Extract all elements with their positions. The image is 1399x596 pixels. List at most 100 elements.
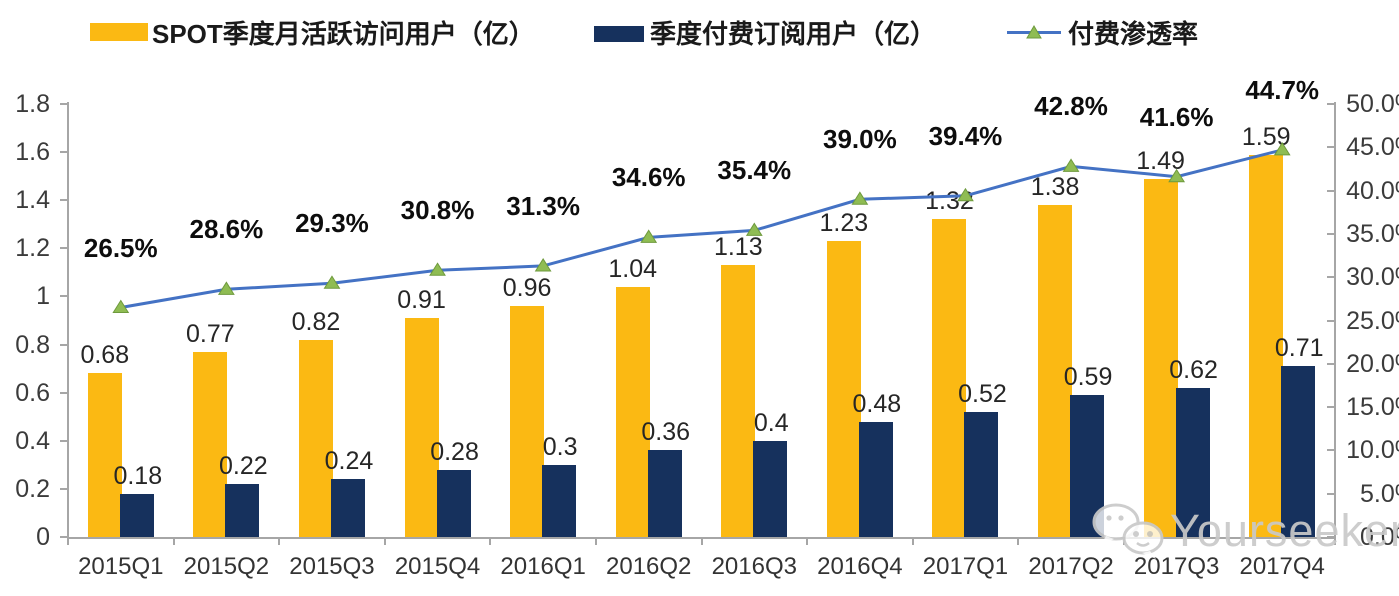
right-axis-tick-label: 5.0% [1360,479,1399,508]
penetration-point-label: 42.8% [1034,91,1108,122]
mau-bar-value-label: 0.91 [397,286,446,315]
x-axis-tick [1228,537,1231,545]
subs-bar [964,411,999,537]
penetration-point-label: 31.3% [506,190,580,221]
x-axis-category-label: 2017Q3 [1133,553,1220,580]
right-axis-tick-label: 35.0% [1346,219,1399,248]
x-axis-tick [172,537,175,545]
right-axis-tick-label: 15.0% [1346,393,1399,422]
subs-bar [1175,387,1210,537]
right-axis-tick [1327,449,1335,452]
right-axis-tick [1327,232,1335,235]
x-axis-tick [911,537,914,545]
penetration-point-label: 39.4% [928,120,1003,151]
penetration-marker-icon [112,299,130,314]
penetration-marker-icon [534,257,552,272]
left-axis-tick [60,391,68,394]
x-axis-category-label: 2016Q3 [711,553,797,580]
penetration-point-label: 35.4% [717,155,792,186]
left-axis-tick-label: 1.4 [15,186,50,215]
mau-legend-swatch [90,23,148,41]
right-axis-line [1334,102,1336,539]
x-axis-category-label: 2015Q2 [183,553,270,580]
mau-bar-value-label: 1.23 [819,209,869,238]
watermark: Yourseeker [1088,500,1399,562]
left-axis-tick-label: 1 [36,282,50,311]
mau-bar-value-label: 1.32 [925,187,974,216]
x-axis-category-label: 2017Q1 [922,553,1009,580]
right-axis-tick-label: 0.0% [1360,523,1399,551]
mau-bar [510,306,545,537]
right-axis-tick [1327,536,1335,538]
penetration-marker-icon [851,191,869,205]
subs-bar [858,421,893,537]
subs-bar [436,469,471,537]
subs-bar [753,440,788,537]
subs-bar-value-label: 0.36 [641,418,691,447]
x-axis-category-label: 2017Q2 [1028,553,1114,580]
right-axis-tick-label: 10.0% [1346,436,1399,465]
mau-bar-value-label: 0.96 [502,274,552,303]
left-axis-tick-label: 0.4 [15,426,50,455]
subs-bar-value-label: 0.28 [430,437,479,466]
subs-bar-value-label: 0.3 [542,432,578,461]
x-axis-tick [1334,537,1336,545]
x-axis-category-label: 2015Q1 [78,553,164,580]
x-axis-category-label: 2016Q2 [606,553,692,580]
x-axis-category-label: 2016Q1 [500,553,586,580]
penetration-marker-icon [1062,158,1080,172]
mau-bar-value-label: 1.13 [713,233,763,262]
subs-bar [1281,366,1316,537]
left-axis-tick [60,151,68,154]
penetration-point-label: 44.7% [1245,74,1320,105]
left-axis-tick [60,103,68,105]
right-axis-tick [1327,362,1335,365]
left-axis-tick-label: 1.2 [15,234,50,263]
penetration-marker-icon [323,275,341,289]
x-axis-category-label: 2015Q3 [289,553,375,580]
right-axis-tick [1327,319,1335,322]
x-axis-tick [806,537,809,545]
subs-bar-value-label: 0.71 [1274,334,1324,363]
mau-bar [932,219,967,537]
x-axis-tick [594,537,597,545]
right-axis-tick-label: 30.0% [1346,263,1399,292]
right-axis-tick [1327,189,1335,192]
right-axis-tick [1327,492,1335,495]
subs-bar-value-label: 0.52 [958,379,1007,408]
mau-bar-value-label: 1.49 [1136,146,1185,175]
subs-bar [542,464,577,537]
left-axis-tick [60,487,68,490]
penetration-marker-icon [429,262,446,276]
penetration-marker-icon [217,281,235,295]
subs-bar-value-label: 0.62 [1169,355,1218,384]
mau-bar [193,351,228,537]
subs-bar-value-label: 0.18 [113,461,163,490]
left-axis-tick [60,536,68,538]
right-axis-tick [1327,406,1335,409]
watermark-brand: Yourseeker [1170,505,1399,556]
mau-bar-value-label: 1.38 [1030,173,1080,202]
subs-legend-swatch [594,26,644,42]
subs-legend-label: 季度付费订阅用户（亿） [650,19,937,49]
subs-bar [647,450,682,537]
subs-bar [225,484,260,537]
right-axis-tick [1327,276,1335,279]
left-axis-tick-label: 0.8 [15,330,50,359]
subs-bar-value-label: 0.48 [852,389,902,418]
right-axis-tick-label: 45.0% [1346,133,1399,162]
left-axis-tick-label: 0 [36,523,50,551]
subs-bar [119,493,154,537]
x-axis-tick [278,537,281,545]
x-axis-tick [489,537,492,545]
mau-legend-label: SPOT季度月活跃访问用户（亿） [152,19,535,49]
x-axis-category-label: 2016Q4 [817,553,903,580]
penetration-legend-label: 付费渗透率 [1068,19,1199,49]
subs-bar-value-label: 0.24 [324,447,374,476]
right-axis-tick-label: 25.0% [1346,306,1399,335]
right-axis-tick [1327,103,1335,105]
right-axis-tick-label: 20.0% [1346,349,1399,378]
x-axis-category-label: 2015Q4 [394,553,481,580]
mau-bar [615,286,650,537]
